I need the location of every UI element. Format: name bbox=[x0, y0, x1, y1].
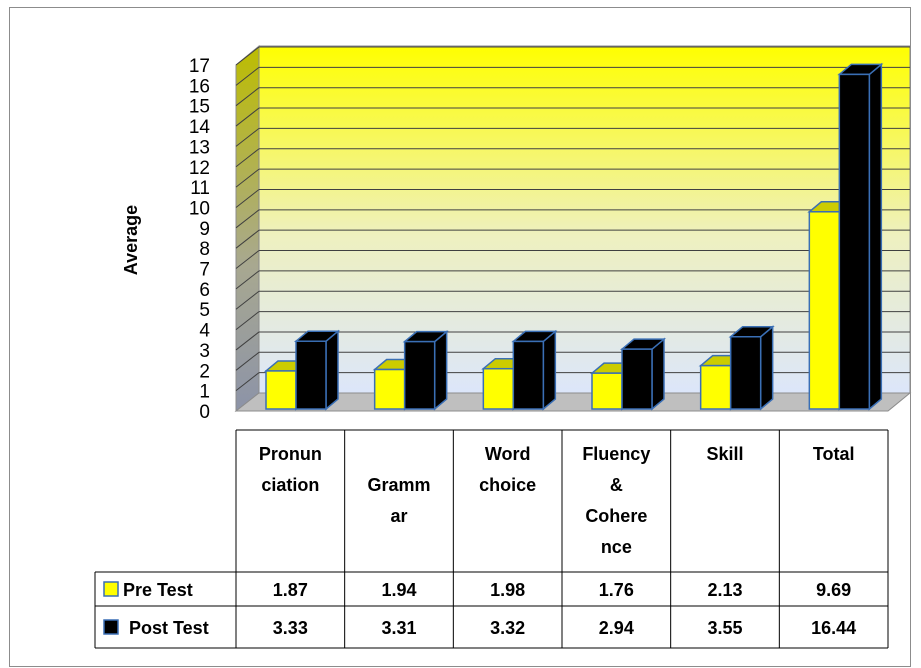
legend-label: Post Test bbox=[129, 618, 209, 638]
data-label: 3.55 bbox=[707, 618, 742, 638]
bar-side-post bbox=[325, 329, 339, 411]
gridline-side bbox=[235, 229, 260, 249]
gridline-side bbox=[235, 290, 260, 310]
gridline-side bbox=[235, 128, 260, 147]
y-tick-label: 9 bbox=[199, 219, 210, 240]
bar-side-post bbox=[542, 329, 557, 411]
gridline-side bbox=[235, 168, 260, 188]
y-tick-label: 16 bbox=[189, 76, 210, 97]
gridline-side bbox=[235, 331, 260, 351]
bar-pre-test[interactable] bbox=[265, 370, 297, 410]
bar-side-post bbox=[433, 330, 448, 411]
category-label: Word bbox=[485, 444, 531, 464]
bar-post-test[interactable] bbox=[295, 340, 327, 410]
bar-pre-test[interactable] bbox=[482, 367, 515, 410]
data-label: 1.87 bbox=[273, 580, 308, 600]
data-label: 1.94 bbox=[381, 580, 416, 600]
data-label: 2.94 bbox=[599, 618, 634, 638]
y-tick-label: 2 bbox=[199, 361, 210, 382]
data-label: 1.98 bbox=[490, 580, 525, 600]
legend-label: Pre Test bbox=[123, 580, 193, 600]
y-tick-label: 17 bbox=[189, 56, 210, 77]
gridline-side bbox=[235, 372, 260, 392]
y-tick-label: 1 bbox=[199, 382, 210, 403]
gridline-side bbox=[235, 46, 260, 66]
gridline-side bbox=[235, 66, 260, 86]
chart-frame: 0 1 2 3 4 5 6 7 8 9 10 11 12 13 14 15 16 17 Average Pronun c… bbox=[9, 7, 912, 667]
y-tick-label: 3 bbox=[199, 341, 210, 362]
data-label: 1.76 bbox=[599, 580, 634, 600]
bar-pre-test[interactable] bbox=[373, 368, 406, 410]
data-label: 3.33 bbox=[273, 618, 308, 638]
category-label: Total bbox=[813, 444, 855, 464]
bar-pre-test[interactable] bbox=[591, 372, 623, 410]
y-tick-label: 15 bbox=[189, 97, 210, 118]
y-tick-label: 12 bbox=[189, 158, 210, 179]
bar-post-test[interactable] bbox=[403, 340, 436, 410]
category-label: & bbox=[610, 475, 623, 495]
chart-back-wall bbox=[258, 45, 911, 394]
category-label: Skill bbox=[706, 444, 743, 464]
y-tick-label: 13 bbox=[189, 137, 210, 158]
y-tick-label: 5 bbox=[199, 300, 210, 321]
category-label: ar bbox=[390, 506, 407, 526]
y-tick-label: 7 bbox=[199, 260, 210, 281]
category-label: nce bbox=[601, 537, 632, 557]
bar-post-test[interactable] bbox=[838, 73, 871, 410]
category-label: Fluency bbox=[582, 444, 650, 464]
data-label: 3.32 bbox=[490, 618, 525, 638]
gridline-side bbox=[235, 351, 260, 371]
gridline-side bbox=[235, 270, 260, 290]
category-label: choice bbox=[479, 475, 536, 495]
y-tick-label: 6 bbox=[199, 280, 210, 301]
bar-side-post bbox=[868, 62, 883, 411]
data-label: 2.13 bbox=[707, 580, 742, 600]
gridline-side bbox=[235, 189, 260, 208]
category-label: ciation bbox=[261, 475, 319, 495]
bar-pre-test[interactable] bbox=[808, 211, 841, 410]
gridline-side bbox=[235, 107, 260, 127]
gridline-side bbox=[235, 148, 260, 168]
y-tick-label: 11 bbox=[190, 178, 210, 199]
y-tick-label: 8 bbox=[199, 239, 210, 260]
y-tick-label: 4 bbox=[199, 321, 210, 342]
data-label: 9.69 bbox=[816, 580, 851, 600]
legend-swatch-post-test bbox=[103, 619, 119, 635]
y-axis-title: Average bbox=[121, 205, 141, 275]
bar-side-post bbox=[759, 325, 774, 411]
data-label: 3.31 bbox=[381, 618, 416, 638]
legend-swatch-pre-test bbox=[103, 581, 119, 597]
gridline-side bbox=[235, 209, 260, 229]
y-tick-label: 0 bbox=[199, 402, 210, 423]
bar-post-test[interactable] bbox=[621, 348, 653, 410]
category-label: Cohere bbox=[585, 506, 647, 526]
bar-chart: 01234567891011121314151617AveragePronunc… bbox=[94, 44, 912, 649]
gridline-side bbox=[235, 250, 260, 269]
bar-post-test[interactable] bbox=[729, 335, 762, 410]
gridline-side bbox=[235, 87, 260, 107]
y-tick-label: 14 bbox=[189, 117, 211, 138]
chart-side-wall bbox=[235, 44, 260, 413]
category-label: Pronun bbox=[259, 444, 322, 464]
bar-post-test[interactable] bbox=[512, 340, 545, 410]
y-tick-label: 10 bbox=[189, 198, 210, 219]
bar-pre-test[interactable] bbox=[699, 364, 732, 410]
bar-side-post bbox=[651, 337, 665, 411]
data-label: 16.44 bbox=[811, 618, 856, 638]
category-label: Gramm bbox=[367, 475, 430, 495]
gridline-side bbox=[235, 311, 260, 330]
